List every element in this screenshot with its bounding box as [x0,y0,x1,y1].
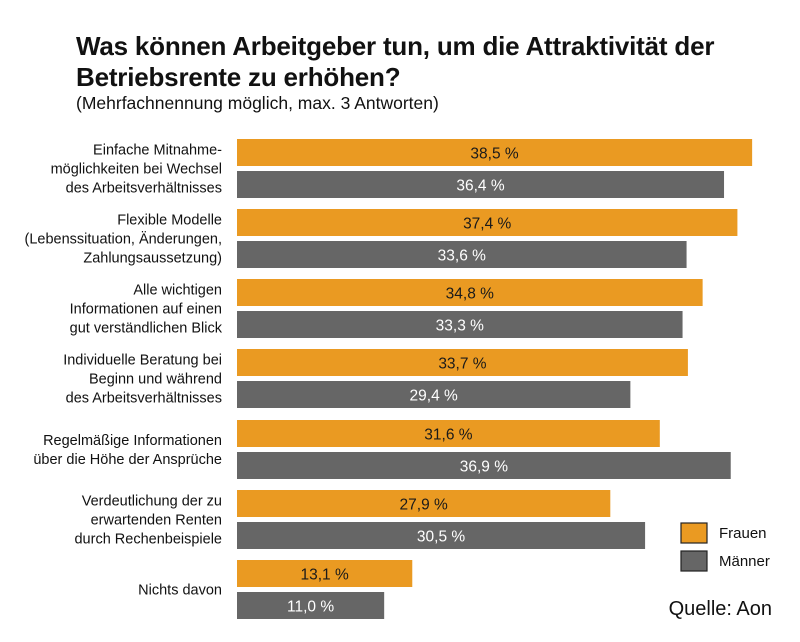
category-label: Flexible Modelle (Lebenssituation, Änderu… [24,213,222,267]
data-label: 31,6 % [424,427,472,444]
chart-subtitle: (Mehrfachnennung möglich, max. 3 Antwort… [76,93,439,113]
legend-swatch-frauen [680,522,708,544]
data-label: 13,1 % [301,567,349,584]
bar-frauen-2 [237,279,703,306]
data-label: 33,3 % [436,318,484,335]
bar-männer-1 [237,241,687,268]
data-label: 38,5 % [470,146,518,163]
bar-frauen-3 [237,349,688,376]
category-label: Einfache Mitnahme-möglichkeiten bei Wech… [51,143,223,197]
bar-männer-2 [237,311,683,338]
category-label: Alle wichtigen Informationen auf einen gut… [70,283,223,337]
legend-label-männer: Männer [719,553,770,570]
bar-frauen-0 [237,139,753,166]
data-label: 33,7 % [438,356,486,373]
category-label: Regelmäßige Informationen über die Höhe d… [33,433,222,468]
bar-frauen-4 [237,420,660,447]
bar-männer-3 [237,381,631,408]
data-label: 29,4 % [410,388,458,405]
category-label: Nichts davon [138,583,222,599]
bar-männer-4 [237,452,731,479]
legend-label-frauen: Frauen [719,525,767,542]
bar-frauen-1 [237,209,738,236]
data-label: 34,8 % [446,286,494,303]
bar-frauen-6 [237,560,413,587]
data-label: 36,4 % [456,178,504,195]
data-label: 11,0 % [287,599,334,616]
bar-männer-6 [237,592,385,619]
data-label: 36,9 % [460,459,508,476]
category-label: Verdeutlichung der zu erwartenden Renten d… [74,494,222,548]
legend-swatch-männer [680,550,708,572]
bar-frauen-5 [237,490,611,517]
source-note: Quelle: Aon [668,598,772,620]
chart-title: Was können Arbeitgeber tun, um die Attra… [76,31,715,92]
bar-männer-0 [237,171,725,198]
data-label: 30,5 % [417,529,465,546]
data-label: 37,4 % [463,216,511,233]
data-label: 27,9 % [400,497,448,514]
data-label: 33,6 % [438,248,486,265]
bar-männer-5 [237,522,646,549]
category-label: Individuelle Beratung bei Beginn und währ… [63,353,222,407]
